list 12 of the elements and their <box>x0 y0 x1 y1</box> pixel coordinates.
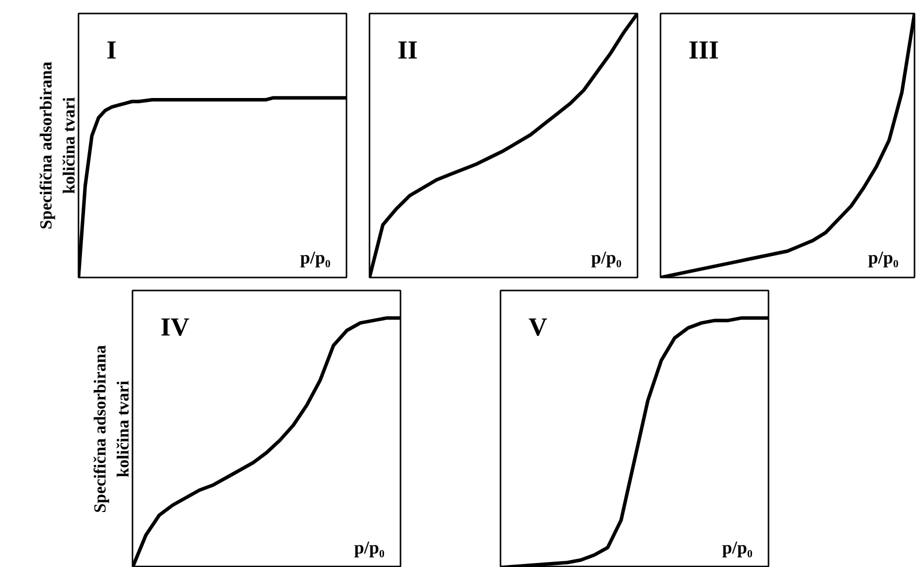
chart-title: I <box>106 36 117 64</box>
text: II <box>398 36 418 64</box>
text: III <box>688 36 719 64</box>
x-axis-title: p/p₀ <box>722 538 753 558</box>
x-axis-title: p/p₀ <box>354 538 385 558</box>
x-axis-title: p/p₀ <box>591 248 622 268</box>
chart-title: IV <box>160 312 190 342</box>
y-axis-title: Specifična adsorbirana količina tvari <box>90 344 132 513</box>
chart-title: V <box>528 312 548 342</box>
x-axis-title: p/p₀ <box>868 248 899 268</box>
x-axis-title: p/p₀ <box>300 248 331 268</box>
y-axis-title: Specifična adsorbirana količina tvari <box>36 61 78 230</box>
